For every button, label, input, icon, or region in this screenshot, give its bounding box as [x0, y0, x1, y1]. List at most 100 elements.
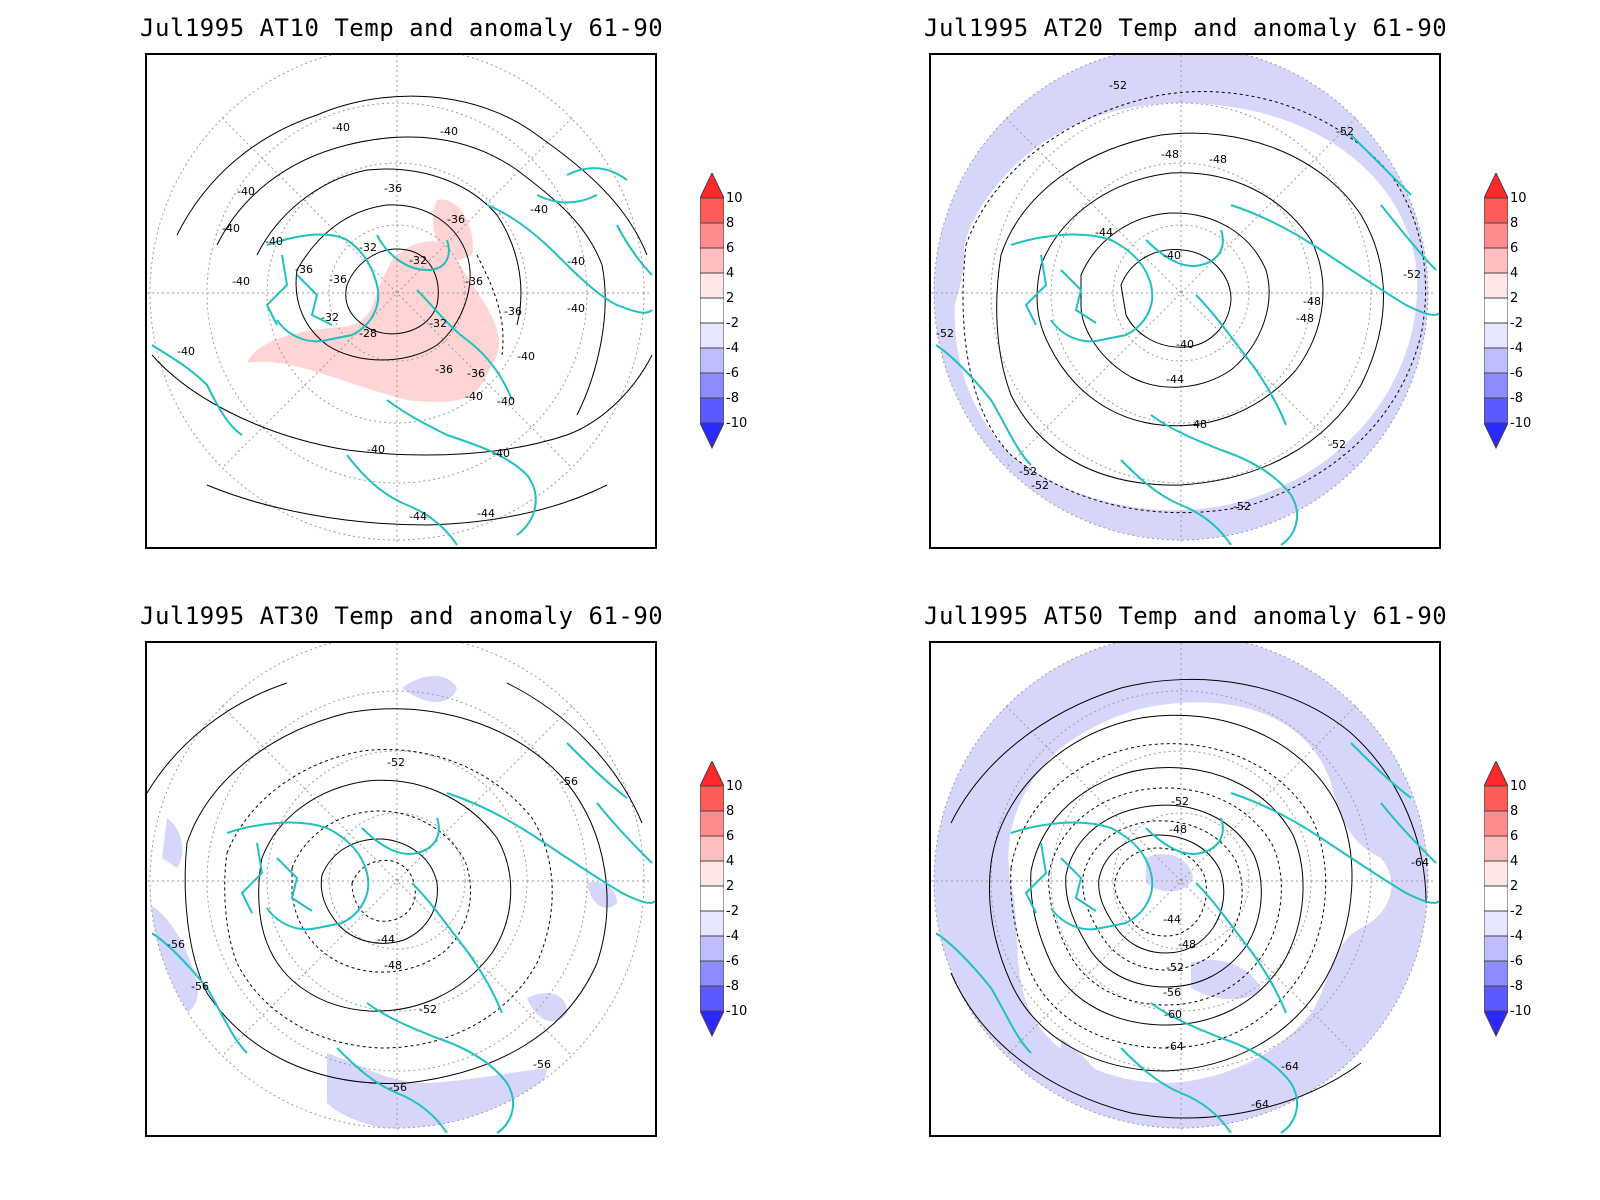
- isotherm-label: -40: [567, 302, 585, 315]
- colorbar-tick-label: -2: [1510, 316, 1523, 331]
- isotherm-label: -40: [265, 235, 283, 248]
- isotherm-label: -44: [377, 933, 395, 946]
- negative-anomaly-ring: [934, 55, 1428, 540]
- isotherm-label: -36: [465, 275, 483, 288]
- isotherm-label: -40: [567, 255, 585, 268]
- negative-anomaly-area: [587, 881, 617, 908]
- isotherm-label: -48: [1189, 418, 1207, 431]
- colorbar-scale: [1484, 173, 1508, 450]
- isotherm-label: -48: [1161, 148, 1179, 161]
- isotherm-label: -40: [222, 222, 240, 235]
- colorbar-scale: [1484, 761, 1508, 1038]
- colorbar-tick-label: -6: [726, 954, 739, 969]
- map-panel-at10: Jul1995 AT10 Temp and anomaly 61-90: [0, 0, 820, 600]
- graticule: [147, 643, 652, 1133]
- panel-title: Jul1995 AT50 Temp and anomaly 61-90: [924, 602, 1448, 630]
- isotherm-label: -60: [1164, 1008, 1182, 1021]
- negative-anomaly-area: [1061, 1038, 1111, 1094]
- negative-anomaly-area: [532, 475, 587, 522]
- isotherm-label: -52: [1019, 465, 1037, 478]
- colorbar-tick-label: -10: [726, 416, 748, 431]
- isotherm-label: -64: [1251, 1098, 1269, 1111]
- isotherm-label: -52: [1328, 438, 1346, 451]
- polar-map-svg: -52 -56 -44 -48 -52 -56 -56 -56 -56: [147, 643, 655, 1134]
- colorbar-legend: 10 8 6 4 2 -2 -4 -6 -8 -10: [700, 173, 770, 463]
- colorbar-legend: 10 8 6 4 2 -2 -4 -6 -8 -10: [700, 761, 770, 1051]
- isotherm-label: -52: [1166, 961, 1184, 974]
- negative-anomaly-area: [150, 903, 198, 1016]
- isotherm-label: -40: [367, 443, 385, 456]
- colorbar-scale: [700, 173, 724, 450]
- negative-anomaly-area: [1191, 959, 1261, 1000]
- isotherm-label: -36: [329, 273, 347, 286]
- isotherm-label: -44: [477, 507, 495, 520]
- colorbar-tick-label: 8: [726, 804, 735, 819]
- colorbar-tick-label: 6: [726, 829, 735, 844]
- isotherm-label: -48: [1169, 823, 1187, 836]
- polar-map: -52 -52 -48 -48 -44 -40 -40 -44 -48 -48 …: [929, 53, 1441, 549]
- colorbar-tick-label: -2: [1510, 904, 1523, 919]
- colorbar-tick-label: 6: [1510, 829, 1519, 844]
- positive-anomaly-area: [247, 241, 499, 403]
- colorbar-tick-label: 10: [1510, 191, 1527, 206]
- isotherm-label: -64: [1411, 856, 1429, 869]
- isotherm-label: -52: [387, 756, 405, 769]
- colorbar-tick-label: 4: [1510, 854, 1519, 869]
- isotherm-label: -52: [1403, 268, 1421, 281]
- colorbar-tick-label: -10: [1510, 1004, 1532, 1019]
- isotherm-label: -52: [936, 327, 954, 340]
- isotherm-label: -52: [419, 1003, 437, 1016]
- colorbar-tick-label: -4: [1510, 341, 1523, 356]
- coastlines: [151, 742, 655, 1134]
- polar-map-svg: -52 -52 -48 -48 -44 -40 -40 -44 -48 -48 …: [931, 55, 1439, 546]
- negative-anomaly-area: [162, 818, 183, 868]
- colorbar-tick-label: -4: [726, 929, 739, 944]
- isotherm-label: -40: [177, 345, 195, 358]
- colorbar-tick-label: -8: [1510, 979, 1523, 994]
- map-panel-at30: Jul1995 AT30 Temp and anomaly 61-90: [0, 588, 820, 1188]
- isotherm-label: -44: [1166, 373, 1184, 386]
- isotherm-label: -56: [191, 980, 209, 993]
- colorbar-tick-label: 8: [726, 216, 735, 231]
- isotherm-labels: -40 -40 -40 -36 -36 -40 -40 -40 -40 -36 …: [177, 121, 585, 523]
- colorbar-tick-label: 2: [1510, 879, 1519, 894]
- isotherm-label: -56: [560, 775, 578, 788]
- colorbar-tick-label: 2: [726, 291, 735, 306]
- polar-map-svg: -40 -40 -40 -36 -36 -40 -40 -40 -40 -36 …: [147, 55, 653, 546]
- colorbar-tick-label: -2: [726, 316, 739, 331]
- isotherm-label: -40: [232, 275, 250, 288]
- colorbar-tick-label: -4: [726, 341, 739, 356]
- isotherm-label: -40: [1176, 338, 1194, 351]
- polar-map: -40 -40 -40 -36 -36 -40 -40 -40 -40 -36 …: [145, 53, 657, 549]
- isotherm-label: -40: [492, 447, 510, 460]
- negative-anomaly-area: [936, 215, 965, 315]
- isotherm-label: -40: [517, 350, 535, 363]
- isotherm-label: -40: [497, 395, 515, 408]
- isotherm-label: -32: [359, 241, 377, 254]
- colorbar-tick-label: -10: [1510, 416, 1532, 431]
- colorbar-scale: [700, 761, 724, 1038]
- polar-map-svg: -52 -48 -44 -48 -52 -56 -60 -64 -64 -64 …: [931, 643, 1439, 1134]
- colorbar-legend: 10 8 6 4 2 -2 -4 -6 -8 -10: [1484, 173, 1554, 463]
- map-panel-at50: Jul1995 AT50 Temp and anomaly 61-90: [784, 588, 1600, 1188]
- isotherm-label: -48: [1209, 153, 1227, 166]
- isotherm-label: -40: [332, 121, 350, 134]
- isotherm-label: -36: [467, 367, 485, 380]
- isotherm-label: -56: [389, 1081, 407, 1094]
- isotherm-label: -40: [1163, 249, 1181, 262]
- isotherm-labels: -52 -52 -48 -48 -44 -40 -40 -44 -48 -48 …: [936, 79, 1421, 513]
- isotherm-label: -56: [167, 938, 185, 951]
- isotherm-label: -40: [237, 185, 255, 198]
- isotherm-label: -40: [530, 203, 548, 216]
- isotherm-label: -52: [1233, 500, 1251, 513]
- isotherm-label: -36: [435, 363, 453, 376]
- colorbar-tick-label: 4: [1510, 266, 1519, 281]
- isotherm-label: -36: [447, 213, 465, 226]
- colorbar-tick-label: 8: [1510, 804, 1519, 819]
- isotherm-labels: -52 -56 -44 -48 -52 -56 -56 -56 -56: [167, 756, 578, 1094]
- colorbar-tick-label: -6: [726, 366, 739, 381]
- isotherm-label: -64: [1281, 1060, 1299, 1073]
- colorbar-tick-label: 8: [1510, 216, 1519, 231]
- coastlines: [151, 167, 653, 546]
- colorbar-legend: 10 8 6 4 2 -2 -4 -6 -8 -10: [1484, 761, 1554, 1051]
